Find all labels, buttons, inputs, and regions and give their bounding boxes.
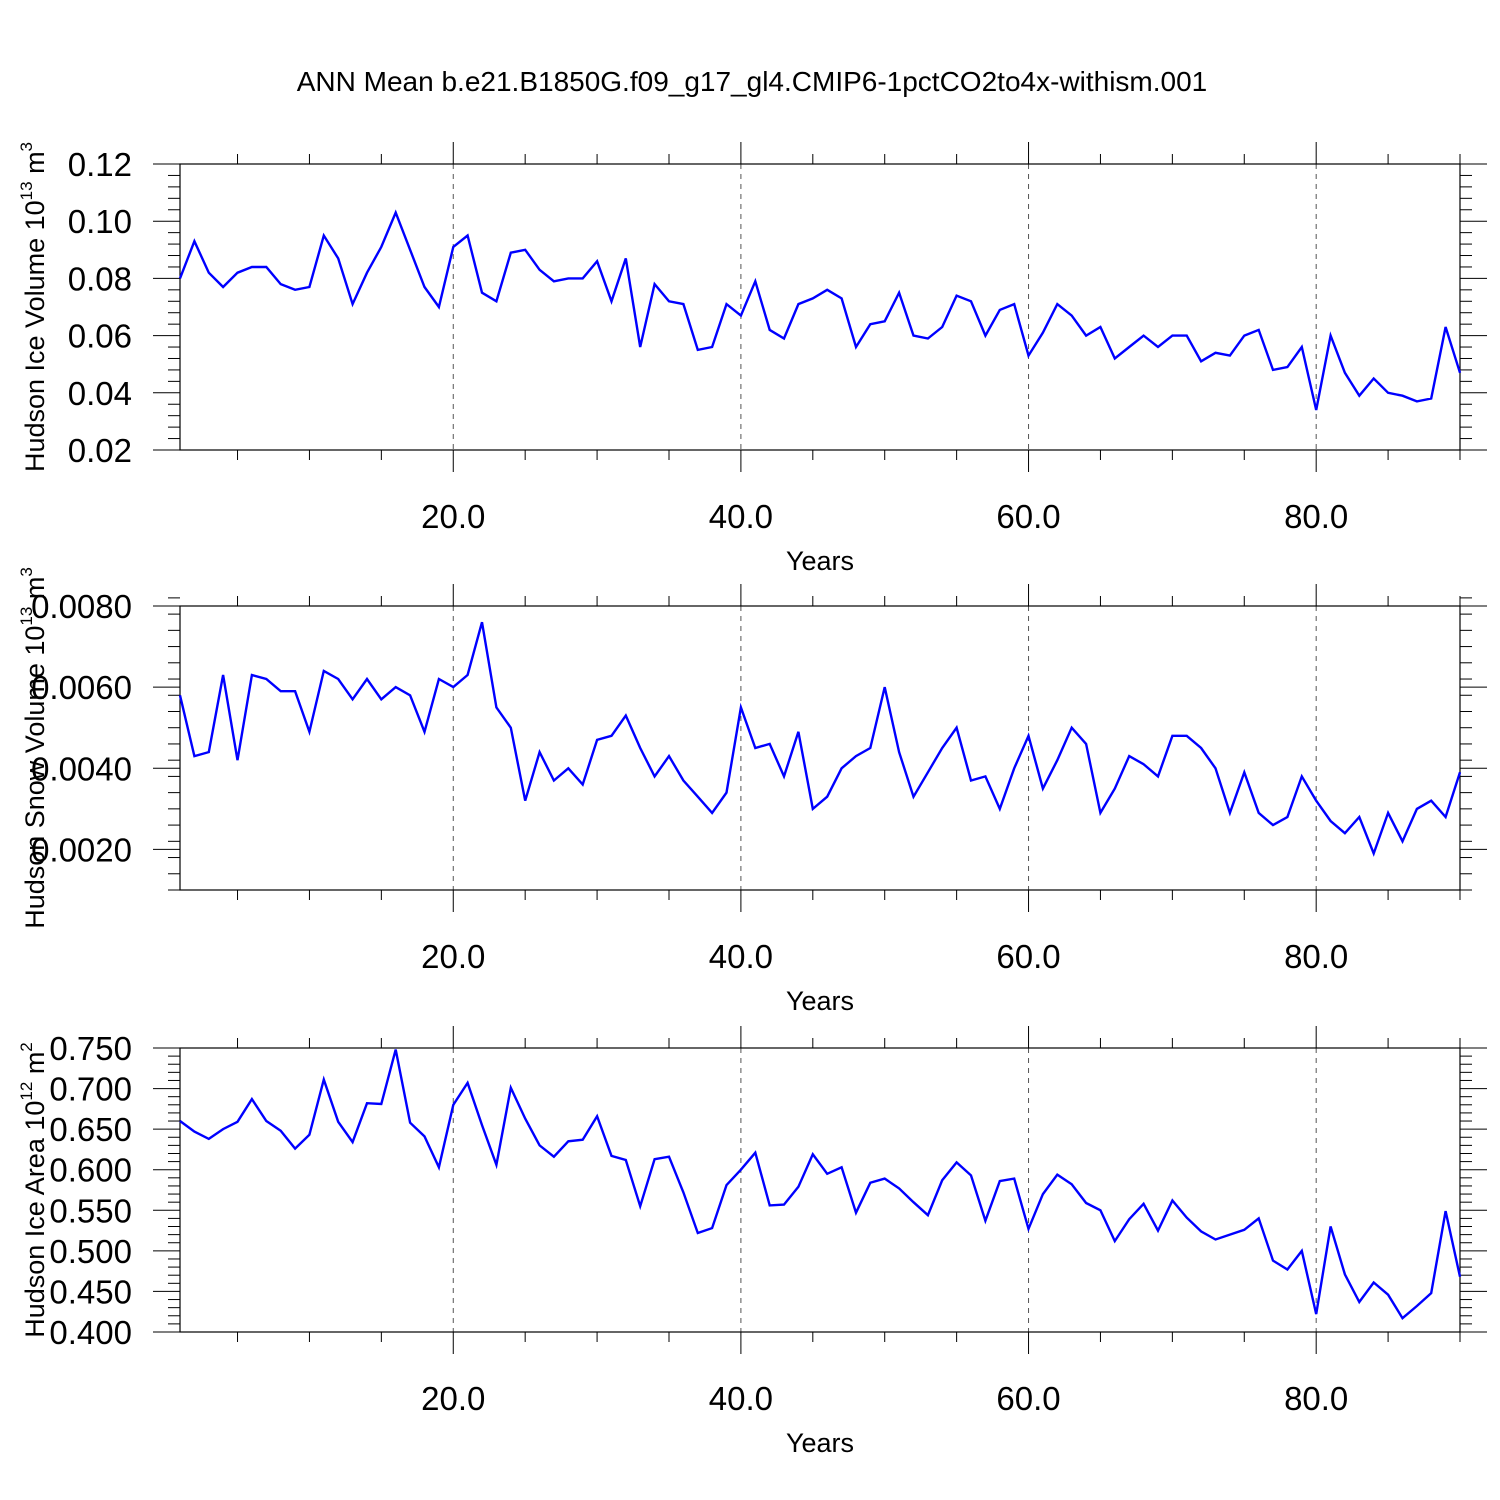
y-tick-label: 0.0060 (31, 669, 132, 706)
x-axis-label: Years (786, 1428, 854, 1458)
y-tick-label: 0.550 (49, 1192, 132, 1229)
figure-title: ANN Mean b.e21.B1850G.f09_g17_gl4.CMIP6-… (297, 66, 1208, 97)
y-tick-label: 0.12 (68, 146, 132, 183)
x-tick-label: 20.0 (421, 1380, 485, 1417)
x-axis-label: Years (786, 986, 854, 1016)
y-tick-label: 0.10 (68, 203, 132, 240)
x-tick-label: 80.0 (1284, 938, 1348, 975)
x-tick-label: 60.0 (996, 1380, 1060, 1417)
y-tick-label: 0.450 (49, 1273, 132, 1310)
y-tick-label: 0.600 (49, 1152, 132, 1189)
y-tick-label: 0.0080 (31, 588, 132, 625)
x-tick-label: 40.0 (709, 938, 773, 975)
y-axis-label: Hudson Ice Volume 1013 m3 (17, 142, 50, 472)
y-tick-label: 0.08 (68, 260, 132, 297)
x-tick-label: 40.0 (709, 498, 773, 535)
chart-panel-1: 20.0 40.0 60.0 80.0 0.02 0.04 0.06 0.08 0.10 0.12… (17, 142, 1487, 576)
y-tick-label: 0.0020 (31, 831, 132, 868)
panels: 20.0 40.0 60.0 80.0 0.02 0.04 0.06 0.08 0.10 0.12… (17, 142, 1487, 1458)
x-tick-label: 80.0 (1284, 498, 1348, 535)
plot-frame (179, 1047, 1461, 1333)
x-tick-label: 20.0 (421, 498, 485, 535)
y-tick-label: 0.400 (49, 1314, 132, 1351)
x-tick-label: 80.0 (1284, 1380, 1348, 1417)
data-series-line (178, 209, 1462, 411)
y-tick-label: 0.500 (49, 1233, 132, 1270)
y-tick-label: 0.750 (49, 1030, 132, 1067)
plot-frame (179, 605, 1461, 891)
y-tick-label: 0.650 (49, 1111, 132, 1148)
y-tick-label: 0.06 (68, 318, 132, 355)
chart-panel-2: 20.0 40.0 60.0 80.0 0.0020 0.0040 0.0060 0.0080… (17, 567, 1487, 1016)
data-series-line (179, 1049, 1462, 1321)
y-tick-label: 0.700 (49, 1071, 132, 1108)
x-tick-label: 60.0 (996, 938, 1060, 975)
x-axis-label: Years (786, 546, 854, 576)
data-series-line (178, 621, 1462, 857)
y-tick-label: 0.02 (68, 432, 132, 469)
y-axis-label: Hudson Snow Volume 1013 m3 (17, 567, 50, 929)
y-axis-label: Hudson Ice Area 1012 m2 (17, 1042, 50, 1338)
x-tick-label: 60.0 (996, 498, 1060, 535)
y-tick-label: 0.0040 (31, 750, 132, 787)
x-tick-label: 40.0 (709, 1380, 773, 1417)
y-tick-label: 0.04 (68, 375, 132, 412)
x-tick-label: 20.0 (421, 938, 485, 975)
plot-frame (179, 163, 1461, 451)
